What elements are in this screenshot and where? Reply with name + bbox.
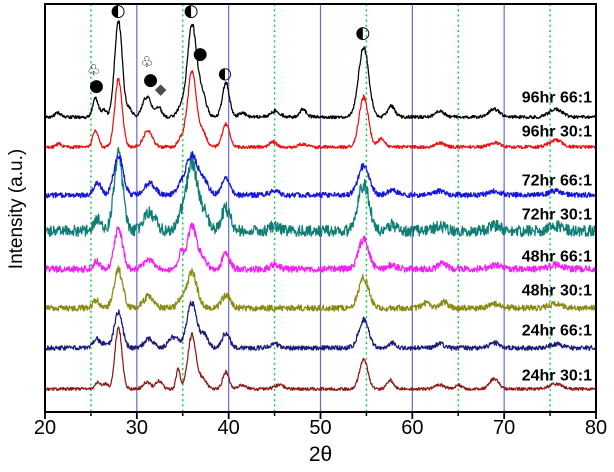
trace-label-96hr-66-1: 96hr 66:1 (522, 90, 592, 107)
circle-filled-marker: ● (89, 76, 104, 96)
club-open-marker: ♧ (140, 53, 153, 71)
x-axis: 20 30 40 50 60 70 80 (34, 412, 607, 439)
trace-label-72hr-30-1: 72hr 30:1 (522, 207, 592, 224)
trace-label-48hr-30-1: 48hr 30:1 (522, 283, 592, 300)
plot-frame (44, 3, 597, 413)
circle-half-marker: ◐ (184, 1, 199, 21)
x-tick-label: 80 (585, 417, 607, 439)
x-tick-label: 60 (401, 417, 423, 439)
trace-label-72hr-66-1: 72hr 66:1 (522, 173, 592, 190)
circle-filled-marker: ● (143, 70, 158, 90)
diamond-filled-marker: ◆ (155, 80, 167, 98)
xrd-trace-72hr-66-1 (45, 150, 596, 199)
xrd-trace-24hr-30-1 (45, 326, 596, 392)
circle-half-marker: ◐ (218, 64, 232, 83)
xrd-trace-96hr-66-1 (45, 20, 596, 120)
trace-labels: 96hr 66:1 96hr 30:1 72hr 66:1 72hr 30:1 48hr… (522, 90, 592, 385)
trace-label-24hr-30-1: 24hr 30:1 (522, 368, 592, 385)
peak-markers: ♧●♧●◆◐ ◐●◐◐ (87, 1, 370, 98)
trace-label-48hr-66-1: 48hr 66:1 (522, 249, 592, 266)
x-tick-label: 20 (34, 417, 56, 439)
xrd-traces (45, 20, 596, 392)
xrd-trace-24hr-66-1 (45, 300, 596, 351)
xrd-trace-72hr-30-1 (45, 146, 596, 238)
x-tick-label: 50 (309, 417, 331, 439)
circle-half-marker: ◐ (111, 1, 126, 21)
x-tick-label: 30 (126, 417, 148, 439)
x-tick-label: 70 (493, 417, 515, 439)
circle-half-marker: ◐ (355, 23, 370, 43)
trace-label-24hr-66-1: 24hr 66:1 (522, 323, 592, 340)
y-axis-label: Intensity (a.u.) (6, 148, 27, 270)
x-tick-label: 40 (218, 417, 240, 439)
x-axis-label: 2θ (308, 443, 333, 466)
circle-filled-marker: ● (193, 44, 208, 64)
trace-label-96hr-30-1: 96hr 30:1 (522, 124, 592, 141)
xrd-trace-48hr-66-1 (45, 222, 596, 273)
xrd-trace-96hr-30-1 (45, 70, 596, 150)
club-open-marker: ♧ (87, 61, 100, 79)
xrd-trace-48hr-30-1 (45, 265, 596, 312)
gridlines (90, 4, 551, 412)
